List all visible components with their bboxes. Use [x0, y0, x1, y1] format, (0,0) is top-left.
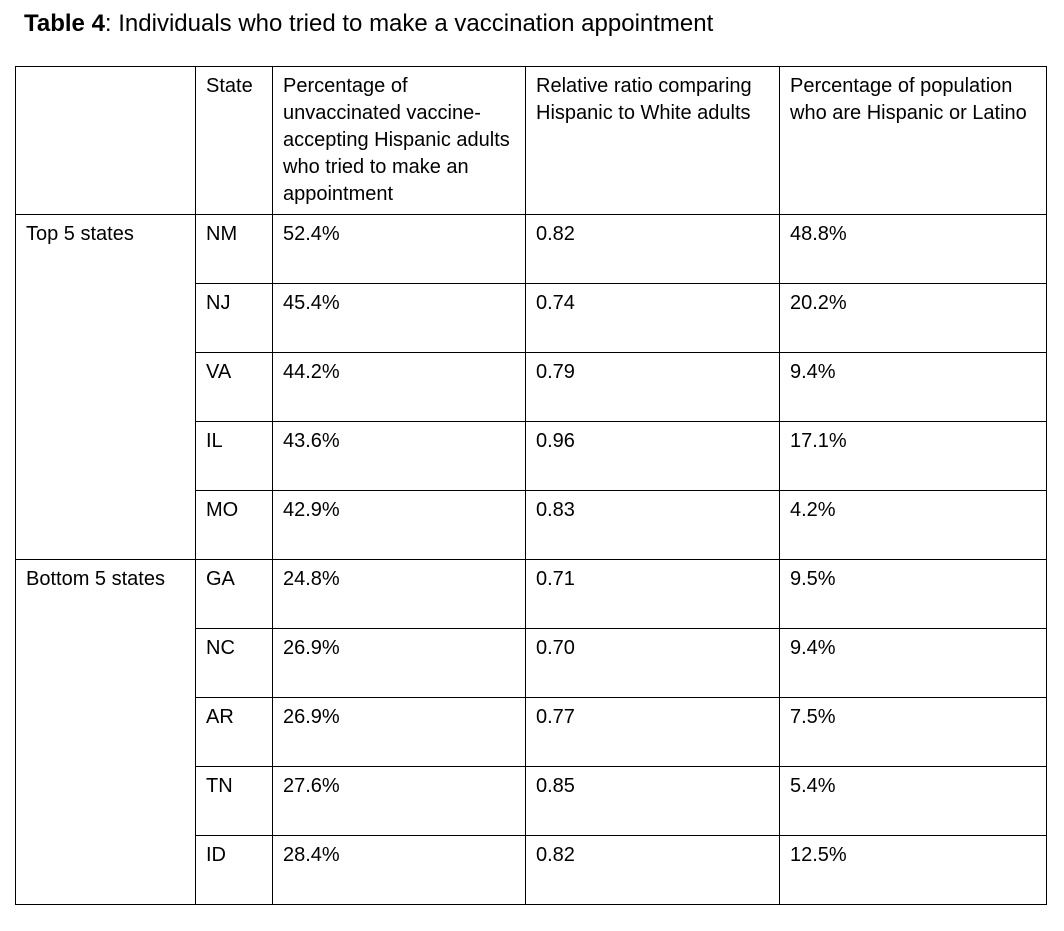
pct-tried-cell: 27.6% — [272, 766, 526, 836]
pct-tried-cell: 43.6% — [272, 421, 526, 491]
table-caption-label: Table 4 — [24, 10, 105, 37]
ratio-cell: 0.79 — [525, 352, 780, 422]
pct-tried-cell: 24.8% — [272, 559, 526, 629]
state-cell: TN — [195, 766, 273, 836]
ratio-cell: 0.83 — [525, 490, 780, 560]
pct-population-cell: 5.4% — [779, 766, 1047, 836]
ratio-cell: 0.82 — [525, 835, 780, 905]
table-row-va: VA 44.2% 0.79 9.4% — [16, 352, 1047, 422]
pct-population-cell: 7.5% — [779, 697, 1047, 767]
ratio-cell: 0.74 — [525, 283, 780, 353]
pct-population-cell: 12.5% — [779, 835, 1047, 905]
ratio-cell: 0.85 — [525, 766, 780, 836]
header-state: State — [195, 66, 273, 215]
ratio-cell: 0.70 — [525, 628, 780, 698]
table-caption: Table 4: Individuals who tried to make a… — [24, 10, 1064, 38]
table-row-nm: Top 5 states NM 52.4% 0.82 48.8% — [15, 214, 1047, 560]
ratio-cell: 0.82 — [525, 214, 780, 284]
ratio-cell: 0.71 — [525, 559, 780, 629]
pct-population-cell: 4.2% — [779, 490, 1047, 560]
table-row-id: ID 28.4% 0.82 12.5% — [16, 835, 1047, 905]
vaccination-appointment-table: State Percentage of unvaccinated vaccine… — [15, 66, 1047, 905]
pct-tried-cell: 45.4% — [272, 283, 526, 353]
header-pct-tried: Percentage of unvaccinated vaccine-accep… — [272, 66, 526, 215]
state-cell: VA — [195, 352, 273, 422]
table-row-ga: Bottom 5 states GA 24.8% 0.71 9.5% — [15, 559, 1047, 905]
pct-population-cell: 20.2% — [779, 283, 1047, 353]
state-cell: GA — [195, 559, 273, 629]
pct-population-cell: 48.8% — [779, 214, 1047, 284]
pct-population-cell: 9.4% — [779, 352, 1047, 422]
state-cell: AR — [195, 697, 273, 767]
pct-population-cell: 9.4% — [779, 628, 1047, 698]
pct-tried-cell: 44.2% — [272, 352, 526, 422]
group-label-bottom5: Bottom 5 states — [15, 559, 196, 905]
table-row-mo: MO 42.9% 0.83 4.2% — [16, 490, 1047, 560]
state-cell: NJ — [195, 283, 273, 353]
table-row-nj: NJ 45.4% 0.74 20.2% — [16, 283, 1047, 353]
pct-population-cell: 9.5% — [779, 559, 1047, 629]
ratio-cell: 0.96 — [525, 421, 780, 491]
pct-tried-cell: 42.9% — [272, 490, 526, 560]
table-row-nc: NC 26.9% 0.70 9.4% — [16, 628, 1047, 698]
pct-tried-cell: 26.9% — [272, 628, 526, 698]
state-cell: MO — [195, 490, 273, 560]
state-cell: ID — [195, 835, 273, 905]
header-row: State Percentage of unvaccinated vaccine… — [15, 66, 1047, 215]
table-caption-text: : Individuals who tried to make a vaccin… — [104, 10, 714, 37]
pct-tried-cell: 28.4% — [272, 835, 526, 905]
header-relative-ratio: Relative ratio comparing Hispanic to Whi… — [525, 66, 780, 215]
ratio-cell: 0.77 — [525, 697, 780, 767]
group-label-top5: Top 5 states — [15, 214, 196, 560]
table-row-tn: TN 27.6% 0.85 5.4% — [16, 766, 1047, 836]
state-cell: NM — [195, 214, 273, 284]
table-row-il: IL 43.6% 0.96 17.1% — [16, 421, 1047, 491]
pct-tried-cell: 26.9% — [272, 697, 526, 767]
state-cell: NC — [195, 628, 273, 698]
table-row-ar: AR 26.9% 0.77 7.5% — [16, 697, 1047, 767]
state-cell: IL — [195, 421, 273, 491]
header-pct-population: Percentage of population who are Hispani… — [779, 66, 1047, 215]
header-corner-cell — [15, 66, 196, 215]
pct-tried-cell: 52.4% — [272, 214, 526, 284]
pct-population-cell: 17.1% — [779, 421, 1047, 491]
